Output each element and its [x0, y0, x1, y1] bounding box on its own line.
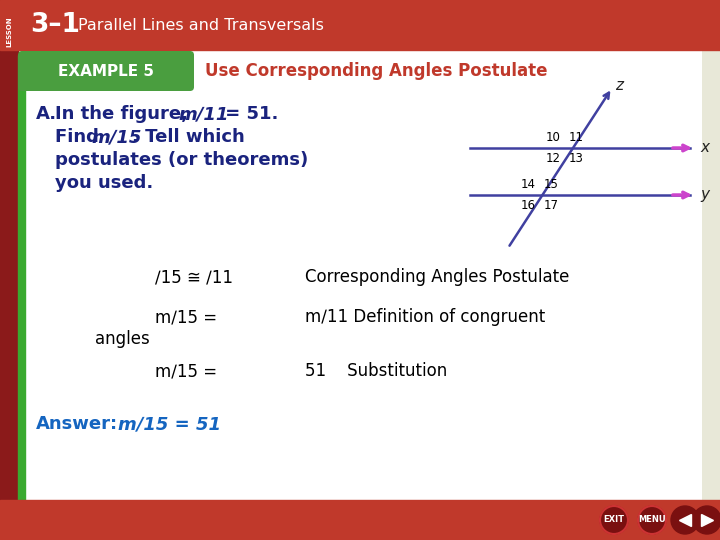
Text: 11: 11: [569, 131, 584, 144]
Text: Use Corresponding Angles Postulate: Use Corresponding Angles Postulate: [205, 62, 547, 80]
Text: m∕15 =: m∕15 =: [155, 308, 217, 326]
Bar: [0, 0, 18, 540]
Bar: [0, 500, 720, 540]
Text: = 51.: = 51.: [219, 105, 279, 123]
Text: EXIT: EXIT: [603, 516, 624, 524]
Text: m∕11: m∕11: [178, 105, 228, 123]
Text: m∕15 =: m∕15 =: [155, 362, 217, 380]
Text: m∕11 Definition of congruent: m∕11 Definition of congruent: [305, 308, 545, 326]
Text: ∕15 ≅ ∕11: ∕15 ≅ ∕11: [155, 268, 233, 286]
Text: m∕15 = 51: m∕15 = 51: [118, 415, 221, 433]
Text: angles: angles: [95, 330, 150, 348]
Text: LESSON: LESSON: [6, 17, 12, 48]
Circle shape: [693, 506, 720, 534]
Text: 51    Substitution: 51 Substitution: [305, 362, 447, 380]
Text: Parallel Lines and Transversals: Parallel Lines and Transversals: [78, 17, 324, 32]
Text: x: x: [700, 140, 709, 156]
Text: 15: 15: [544, 178, 559, 191]
Bar: [18, 55, 25, 505]
Text: y: y: [700, 187, 709, 202]
Text: 3–1: 3–1: [30, 12, 80, 38]
Circle shape: [638, 506, 666, 534]
Circle shape: [600, 506, 628, 534]
Text: MENU: MENU: [638, 516, 666, 524]
Text: EXAMPLE 5: EXAMPLE 5: [58, 64, 154, 78]
Text: 13: 13: [569, 152, 584, 165]
Text: In the figure,: In the figure,: [55, 105, 194, 123]
Text: 17: 17: [544, 199, 559, 212]
Text: A.: A.: [36, 105, 57, 123]
Text: postulates (or theorems): postulates (or theorems): [55, 151, 308, 169]
Text: m∕15: m∕15: [91, 128, 141, 146]
Text: . Tell which: . Tell which: [132, 128, 245, 146]
Text: you used.: you used.: [55, 174, 153, 192]
Text: z: z: [615, 78, 623, 93]
Text: Corresponding Angles Postulate: Corresponding Angles Postulate: [305, 268, 570, 286]
Text: 16: 16: [521, 199, 536, 212]
Text: 14: 14: [521, 178, 536, 191]
FancyBboxPatch shape: [18, 50, 702, 510]
FancyBboxPatch shape: [18, 51, 194, 91]
Text: 12: 12: [546, 152, 561, 165]
Bar: [0, 0, 720, 50]
Text: Answer:: Answer:: [36, 415, 118, 433]
Text: Find: Find: [55, 128, 105, 146]
Circle shape: [671, 506, 699, 534]
Text: 10: 10: [546, 131, 561, 144]
